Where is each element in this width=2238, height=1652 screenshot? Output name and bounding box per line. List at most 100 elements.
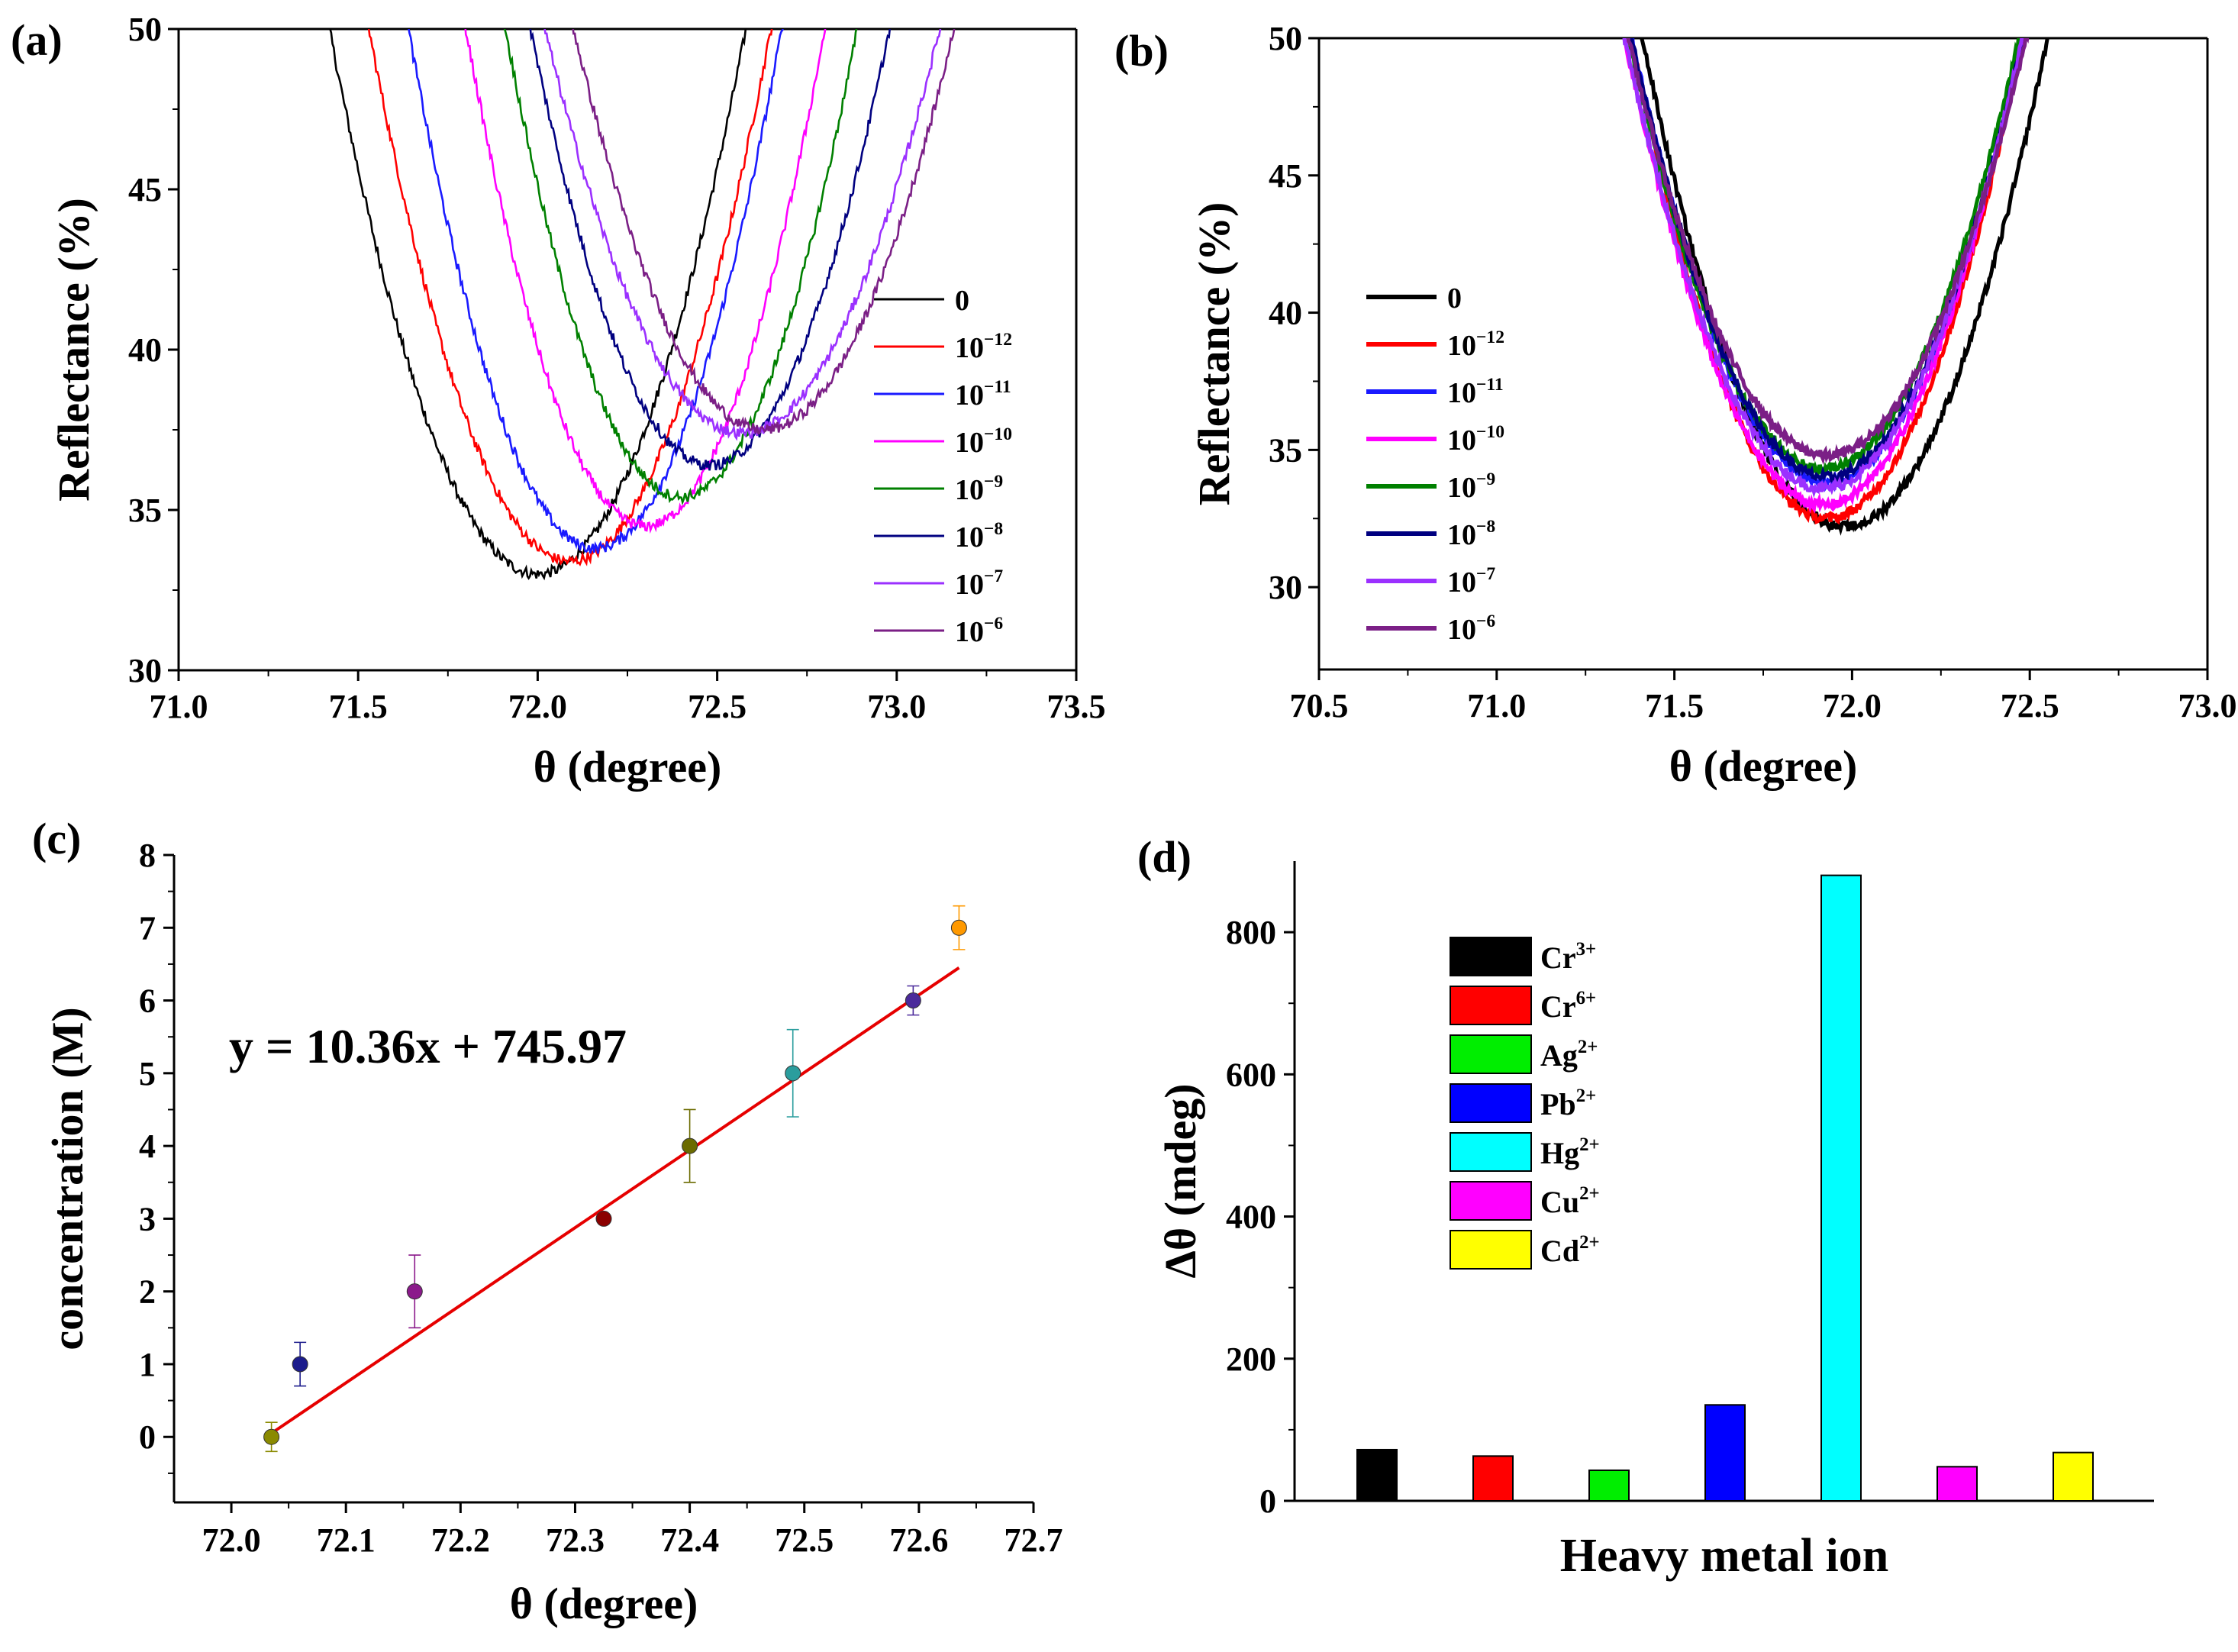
y-tick-label: 5 [139,1055,156,1092]
legend-swatch-1 [1450,986,1532,1025]
series-line-7 [572,29,956,435]
legend-label-4-base: 10 [1447,472,1476,504]
series-line-1 [1629,38,2025,525]
legend-label-3: Pb2+ [1540,1086,1596,1121]
series-line-2 [1630,38,2025,492]
legend-label-0-base: 0 [955,285,969,317]
legend-label-6-sup: 2+ [1579,1232,1600,1253]
x-tick-label: 72.5 [688,688,747,725]
y-tick-label: 8 [139,837,156,874]
series-line-4 [1625,38,2021,479]
x-tick-label: 71.5 [1645,687,1704,724]
x-tick-label: 72.7 [1005,1521,1063,1559]
legend-label-2-sup: 2+ [1578,1037,1598,1057]
data-point-5 [785,1065,801,1082]
legend-label-1-sup: 6+ [1576,988,1597,1008]
legend-label-5-sup: −8 [984,519,1003,539]
series-line-5 [1630,38,2024,485]
y-tick-label: 400 [1226,1199,1276,1236]
legend-label-1: 10−12 [1447,327,1504,362]
y-tick-label: 0 [139,1418,156,1456]
panel-c: 72.0 72.1 72.2 72.3 72.4 72.5 72.6 72.7 0 1 2 3 4 5 6 7… [32,814,1063,1628]
data-point-0 [263,1428,280,1445]
y-axis-label: concentration (M) [43,1007,92,1350]
y-axis-label: Reflectance (%) [49,198,98,502]
bar-4 [1820,874,1862,1502]
legend-label-5-sup: 2+ [1579,1183,1600,1204]
legend-label-0: 0 [955,285,969,317]
x-tick-label: 72.0 [508,688,567,725]
legend-swatch-5 [1450,1181,1532,1221]
legend-label-3-sup: −10 [1476,422,1504,442]
series-line-7 [1626,38,2030,466]
legend-label-6: 10−7 [1447,564,1495,599]
y-tick-label: 45 [128,171,162,208]
legend-swatch-6 [1450,1230,1532,1270]
legend-label-5-base: Cu [1540,1185,1579,1219]
y-tick-label: 6 [139,982,156,1020]
legend-label-0: 0 [1447,282,1462,315]
legend-swatch-4 [1450,1132,1532,1172]
legend-swatch-2 [1450,1034,1532,1074]
legend-label-6-base: 10 [955,569,984,601]
series-line-4 [503,29,858,505]
data-point-1 [292,1356,308,1373]
legend-label-2: 10−11 [1447,375,1504,409]
legend-label-1-base: Cr [1540,989,1576,1024]
legend-label-1: 10−12 [955,330,1012,364]
x-tick-label: 72.3 [546,1521,605,1559]
legend-label-3: 10−10 [955,424,1012,459]
bar-2 [1588,1469,1630,1502]
y-axis-label: Reflectance (%) [1189,202,1239,506]
legend-label-2-base: 10 [955,379,984,411]
series-line-0 [329,29,747,581]
x-tick-label: 72.6 [889,1521,948,1559]
y-tick-label: 600 [1226,1056,1276,1093]
legend-label-0-sup: 3+ [1576,939,1597,960]
y-tick-label: 0 [1259,1483,1276,1520]
x-axis-label: θ (degree) [510,1579,698,1628]
x-tick-label: 71.5 [329,688,388,725]
y-tick-label: 40 [1269,295,1302,332]
legend-label-4: 10−9 [955,472,1003,506]
y-tick-label: 3 [139,1200,156,1237]
legend-label-2: 10−11 [955,377,1011,411]
series-line-1 [367,29,773,566]
x-axis-label: θ (degree) [534,742,722,792]
series-line-3 [464,29,827,534]
legend-label-6: Cd2+ [1540,1232,1600,1268]
legend-label-4-sup: −9 [1476,469,1495,489]
series-line-2 [408,29,784,554]
series-line-6 [543,29,942,441]
legend: 0 10−12 10−11 10 −10 10−9 10−8 10−7 10 −6 [1366,282,1504,646]
legend-label-0-base: 0 [1447,282,1462,315]
legend-label-5-base: 10 [955,521,984,553]
bar-5 [1936,1466,1978,1502]
legend-label-7-sup: −6 [1476,611,1495,631]
data-point-7 [950,919,967,936]
panel-label: (b) [1114,26,1169,76]
legend-label-4-base: 10 [955,474,984,506]
legend-label-4: 10−9 [1447,469,1495,504]
x-tick-label: 72.4 [660,1521,719,1559]
legend-label-5: 10−8 [1447,517,1495,551]
fit-equation: y = 10.36x + 745.97 [229,1019,627,1073]
y-tick-label: 800 [1226,914,1276,951]
x-tick-label: 72.5 [775,1521,834,1559]
legend-label-3-sup: 2+ [1576,1086,1597,1106]
legend-label-6-base: Cd [1540,1234,1579,1268]
panel-label: (c) [32,814,81,863]
x-tick-label: 73.5 [1047,688,1106,725]
legend-label-7: 10−6 [955,614,1003,648]
legend: Cr3+Cr6+Ag2+Pb2+Hg2+Cu2+Cd2+ [1450,937,1600,1270]
y-tick-label: 35 [128,492,162,529]
legend-label-3-sup: −10 [984,424,1012,444]
legend-label-1-base: 10 [955,332,984,364]
x-tick-label: 72.2 [431,1521,490,1559]
bar-1 [1472,1455,1514,1502]
y-tick-label: 4 [139,1128,156,1165]
legend-label-1-sup: −12 [984,330,1012,350]
legend-label-4-sup: −9 [984,472,1003,492]
legend-label-5-base: 10 [1447,519,1476,551]
legend-label-1: Cr6+ [1540,988,1596,1024]
